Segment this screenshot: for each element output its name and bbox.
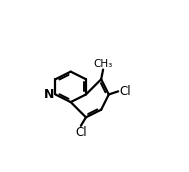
Text: Cl: Cl bbox=[75, 126, 87, 139]
Text: N: N bbox=[44, 88, 54, 101]
Text: Cl: Cl bbox=[119, 85, 131, 98]
Text: CH₃: CH₃ bbox=[94, 59, 113, 69]
